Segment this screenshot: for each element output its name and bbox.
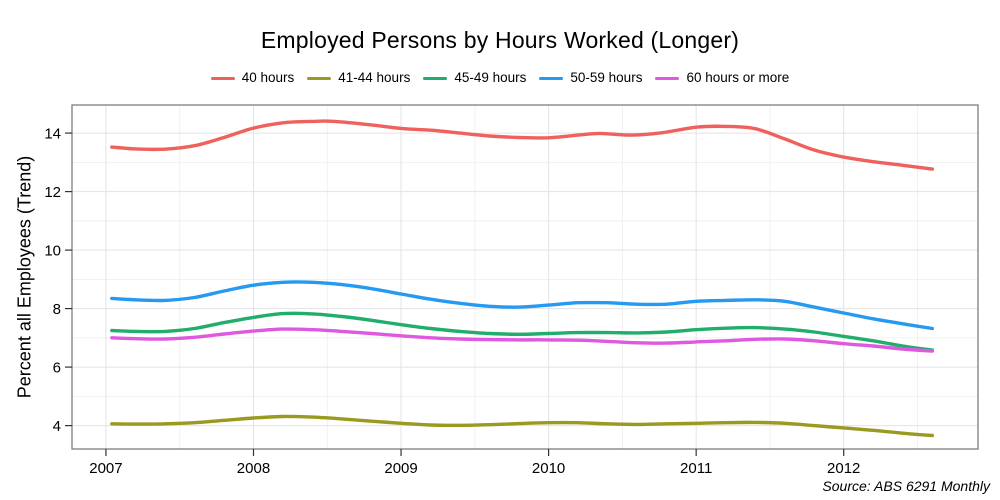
legend: 40 hours 41-44 hours 45-49 hours 50-59 hour… [0, 70, 1000, 86]
legend-item-40-hours: 40 hours [210, 70, 295, 86]
series-lines [110, 119, 934, 438]
chart-title: Employed Persons by Hours Worked (Longer… [260, 27, 740, 53]
legend-item-60-hours-or-more: 60 hours or more [655, 70, 789, 86]
legend-key-swatch [307, 76, 332, 80]
x-tick-label: 2008 [237, 460, 270, 477]
legend-label: 41-44 hours [338, 70, 411, 85]
series-line-45-49-hours [110, 311, 934, 352]
x-tick-label: 2012 [827, 460, 860, 477]
minor-gridlines [72, 105, 978, 449]
source-note: Source: ABS 6291 Monthly [822, 478, 990, 494]
legend-label: 60 hours or more [686, 70, 790, 85]
legend-key-swatch [423, 76, 448, 80]
legend-item-41-44-hours: 41-44 hours [307, 70, 410, 86]
panel-border [71, 104, 979, 450]
legend-key-swatch [210, 76, 235, 80]
legend-item-50-59-hours: 50-59 hours [539, 70, 642, 86]
x-tick-label: 2007 [89, 460, 122, 477]
legend-label: 50-59 hours [570, 70, 643, 85]
series-line-60-hours-or-more [110, 327, 934, 353]
x-tick-label: 2010 [532, 460, 565, 477]
series-line-41-44-hours [110, 414, 934, 438]
series-line-40-hours [110, 119, 934, 171]
x-tick-label: 2009 [384, 460, 417, 477]
y-tick-label: 4 [53, 418, 61, 435]
axis-ticks: 2007 2008 2009 2010 2011 2012 4 6 8 10 12 14 [44, 126, 860, 477]
y-tick-label: 6 [53, 360, 61, 377]
y-axis-title: Percent all Employees (Trend) [14, 155, 35, 399]
y-tick-label: 8 [53, 301, 61, 318]
major-gridlines [72, 105, 978, 449]
legend-label: 40 hours [241, 70, 295, 85]
y-tick-label: 10 [44, 243, 61, 260]
x-tick-label: 2011 [680, 460, 712, 477]
y-tick-label: 12 [44, 184, 61, 201]
legend-key-swatch [655, 76, 680, 80]
series-line-50-59-hours [110, 280, 934, 331]
legend-label: 45-49 hours [454, 70, 527, 85]
legend-key-swatch [539, 76, 564, 80]
y-tick-label: 14 [44, 126, 61, 143]
legend-item-45-49-hours: 45-49 hours [423, 70, 526, 86]
